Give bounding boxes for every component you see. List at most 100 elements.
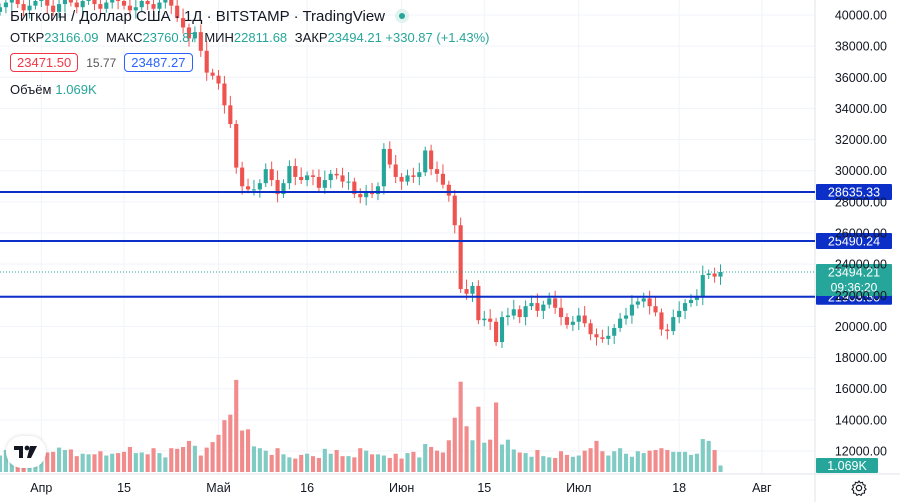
x-tick-label: 16 — [300, 481, 314, 495]
volume-label: Объём — [10, 82, 52, 97]
candle-body — [98, 4, 103, 9]
volume-bar — [263, 450, 268, 472]
candle-body — [163, 0, 168, 3]
volume-bar — [671, 451, 676, 472]
y-tick-label: 36000.00 — [835, 71, 887, 85]
volume-bar — [582, 450, 587, 472]
candle-body — [523, 306, 528, 318]
settings-gear-icon[interactable] — [850, 479, 868, 497]
candle-body — [694, 296, 699, 300]
y-tick-label: 16000.00 — [835, 382, 887, 396]
candle-body — [659, 312, 664, 330]
candle-body — [434, 169, 440, 174]
candle-body — [45, 0, 50, 6]
candle-body — [269, 169, 274, 181]
volume-bar — [192, 445, 197, 472]
candle-body — [505, 315, 510, 318]
volume-bar — [564, 454, 570, 472]
volume-bar — [476, 406, 481, 472]
level-price-tag — [816, 232, 892, 249]
buy-button[interactable]: 23487.27 — [124, 53, 193, 72]
volume-bar — [440, 452, 446, 472]
candle-body — [718, 272, 723, 277]
volume-bar — [281, 454, 286, 472]
chart-legend: Биткоин / Доллар США · 1Д · BITSTAMP · T… — [10, 8, 410, 25]
volume-bar — [257, 448, 262, 472]
level-price-label: 28635.33 — [828, 185, 880, 199]
candle-body — [80, 0, 85, 8]
volume-bar — [299, 454, 304, 472]
candle-body — [553, 298, 558, 308]
candle-body — [139, 0, 144, 8]
candle-body — [151, 4, 156, 9]
volume-bar — [511, 449, 516, 472]
y-tick-label: 22000.00 — [835, 289, 887, 303]
candle-body — [293, 166, 298, 177]
volume-bar — [293, 458, 298, 472]
y-tick-label: 26000.00 — [835, 227, 887, 241]
candle-body — [121, 0, 127, 6]
open-value: 23166.09 — [44, 30, 99, 45]
candle-body — [511, 309, 516, 316]
candle-body — [275, 180, 280, 195]
volume-bar — [405, 453, 410, 472]
candle-body — [21, 4, 26, 11]
volume-bar — [488, 439, 493, 472]
candle-body — [127, 5, 132, 11]
volume-bar — [352, 457, 357, 472]
volume-bar — [688, 454, 694, 472]
volume-bar — [464, 426, 469, 472]
candle-body — [74, 2, 79, 8]
candle-body — [175, 5, 180, 19]
volume-bar — [612, 451, 617, 472]
candle-body — [629, 304, 634, 316]
volume-bar — [163, 457, 168, 472]
volume-bar — [606, 455, 611, 472]
candle-body — [606, 335, 611, 339]
candle-body — [334, 173, 339, 176]
sell-button[interactable]: 23471.50 — [10, 53, 79, 72]
candle-body — [517, 309, 522, 318]
close-label: ЗАКР — [294, 30, 328, 45]
volume-bar — [145, 454, 150, 472]
candle-body — [299, 176, 304, 181]
candle-body — [358, 194, 363, 198]
volume-bar — [121, 451, 127, 472]
market-status-icon — [395, 9, 410, 23]
volume-bar — [706, 440, 711, 472]
candle-body — [375, 186, 381, 195]
volume-bar — [216, 434, 221, 472]
candle-body — [588, 323, 593, 335]
candle-body — [251, 189, 257, 191]
candle-body — [635, 301, 640, 305]
candle-body — [470, 285, 475, 294]
candle-body — [570, 321, 575, 325]
volume-bar — [74, 456, 79, 472]
volume-bar — [92, 454, 97, 472]
candle-body — [488, 318, 493, 322]
candle-body — [476, 285, 481, 321]
last-volume-label: 1.069K — [827, 459, 867, 473]
volume-bar — [553, 457, 558, 472]
volume-bar — [316, 457, 321, 472]
candle-body — [210, 72, 215, 76]
x-tick-label: Июл — [566, 481, 591, 495]
candle-body — [381, 148, 386, 187]
volume-bar — [181, 446, 186, 472]
volume-bar — [234, 379, 239, 472]
volume-bar — [712, 450, 717, 472]
candle-body — [558, 307, 564, 318]
volume-bar — [369, 454, 375, 472]
volume-bar — [411, 451, 416, 472]
candle-body — [316, 176, 321, 188]
volume-bar — [210, 442, 215, 472]
volume-value: 1.069K — [55, 82, 97, 97]
tradingview-logo-icon[interactable] — [6, 436, 46, 468]
volume-bar — [98, 451, 103, 472]
candle-body — [364, 192, 369, 198]
volume-bar — [358, 448, 363, 472]
volume-bar — [570, 456, 575, 472]
volume-bar — [718, 465, 723, 472]
candle-body — [440, 173, 446, 185]
